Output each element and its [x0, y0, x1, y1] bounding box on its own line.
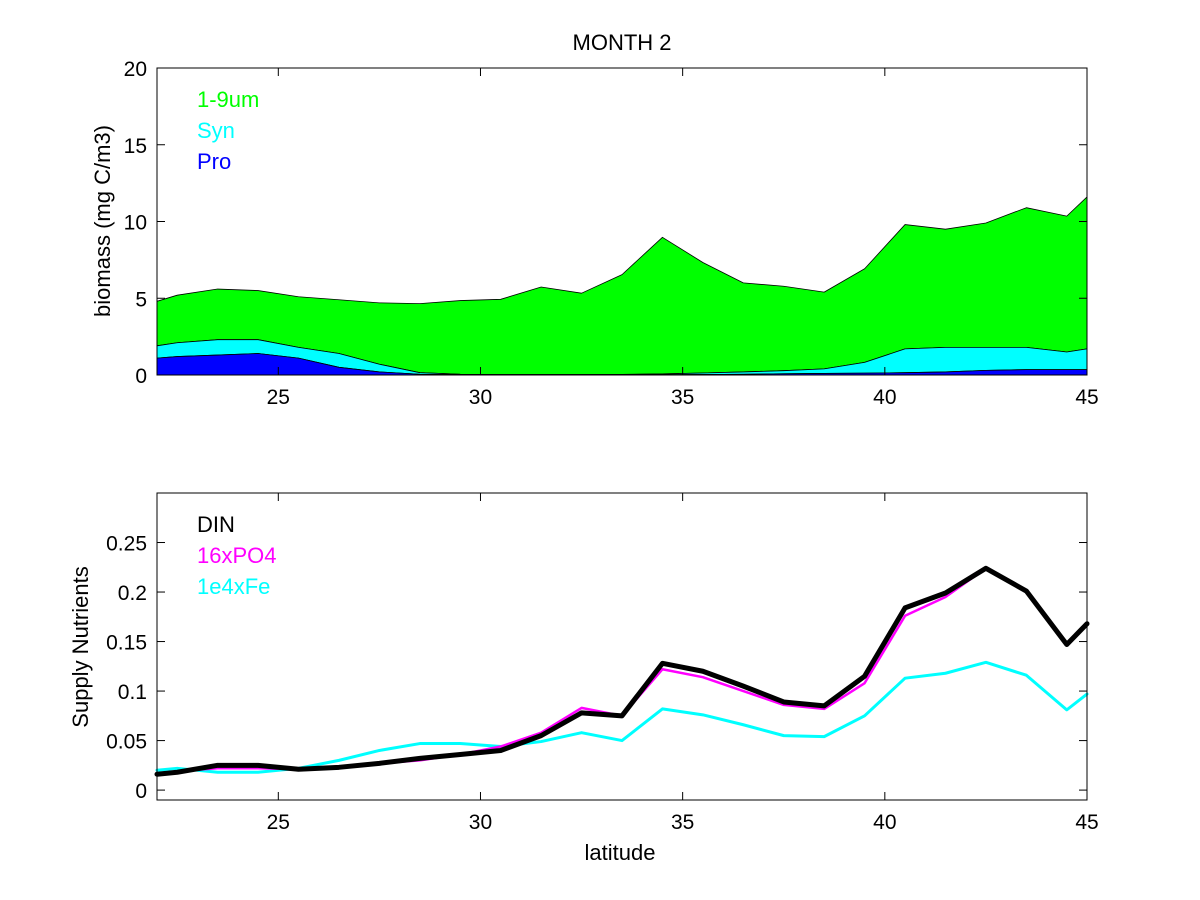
figure-title: MONTH 2 [573, 30, 672, 55]
biomass-panel: 25 30 35 40 45 0 5 10 15 20 biomass (mg C/m3) 1-9… [90, 58, 1099, 409]
nutrients-legend-din: DIN [197, 512, 235, 537]
biomass-ticks: 25 30 35 40 45 0 5 10 15 20 [124, 58, 1099, 409]
biomass-legend-pro: Pro [197, 149, 231, 174]
nutrients-lines [154, 565, 1090, 777]
nutrients-axes-frame [156, 492, 1088, 801]
biomass-y-tick-label: 10 [124, 212, 147, 235]
nutrients-x-tick-label: 30 [469, 811, 492, 834]
nutrients-x-tick-label: 40 [873, 811, 896, 834]
nutrients-y-tick-label: 0.25 [106, 533, 147, 556]
nutrients-x-tick-label: 35 [671, 811, 694, 834]
nutrients-y-axis-label: Supply Nutrients [68, 566, 93, 727]
biomass-legend: 1-9um Syn Pro [197, 87, 259, 174]
biomass-y-tick-label: 5 [135, 288, 147, 311]
nutrients-y-tick-label: 0.15 [106, 632, 147, 655]
biomass-y-tick-label: 15 [124, 135, 147, 158]
nutrients-x-tick-label: 45 [1075, 811, 1098, 834]
nutrients-ticks: 25 30 35 40 45 0 0.05 0.1 0.15 0.2 0.25 [106, 493, 1099, 834]
biomass-x-tick-label: 25 [267, 386, 290, 409]
biomass-x-tick-label: 45 [1075, 386, 1098, 409]
nutrients-panel: 25 30 35 40 45 0 0.05 0.1 0.15 0.2 0.25 Supply Nut… [68, 492, 1099, 865]
biomass-y-axis-label: biomass (mg C/m3) [90, 125, 115, 317]
nutrients-legend-1e4xfe: 1e4xFe [197, 574, 270, 599]
nutrients-legend: DIN 16xPO4 1e4xFe [197, 512, 277, 599]
biomass-x-tick-label: 35 [671, 386, 694, 409]
line-din [154, 565, 1090, 777]
nutrients-legend-16xpo4: 16xPO4 [197, 543, 277, 568]
biomass-y-tick-label: 20 [124, 58, 147, 81]
nutrients-x-tick-label: 25 [267, 811, 290, 834]
biomass-legend-syn: Syn [197, 118, 235, 143]
nutrients-y-tick-label: 0.2 [118, 582, 147, 605]
nutrients-y-tick-label: 0.05 [106, 731, 147, 754]
biomass-legend-1-9um: 1-9um [197, 87, 259, 112]
nutrients-y-tick-label: 0.1 [118, 681, 147, 704]
biomass-y-tick-label: 0 [135, 365, 147, 388]
nutrients-x-axis-label: latitude [585, 840, 656, 865]
biomass-x-tick-label: 30 [469, 386, 492, 409]
nutrients-y-tick-label: 0 [135, 780, 147, 803]
biomass-x-tick-label: 40 [873, 386, 896, 409]
